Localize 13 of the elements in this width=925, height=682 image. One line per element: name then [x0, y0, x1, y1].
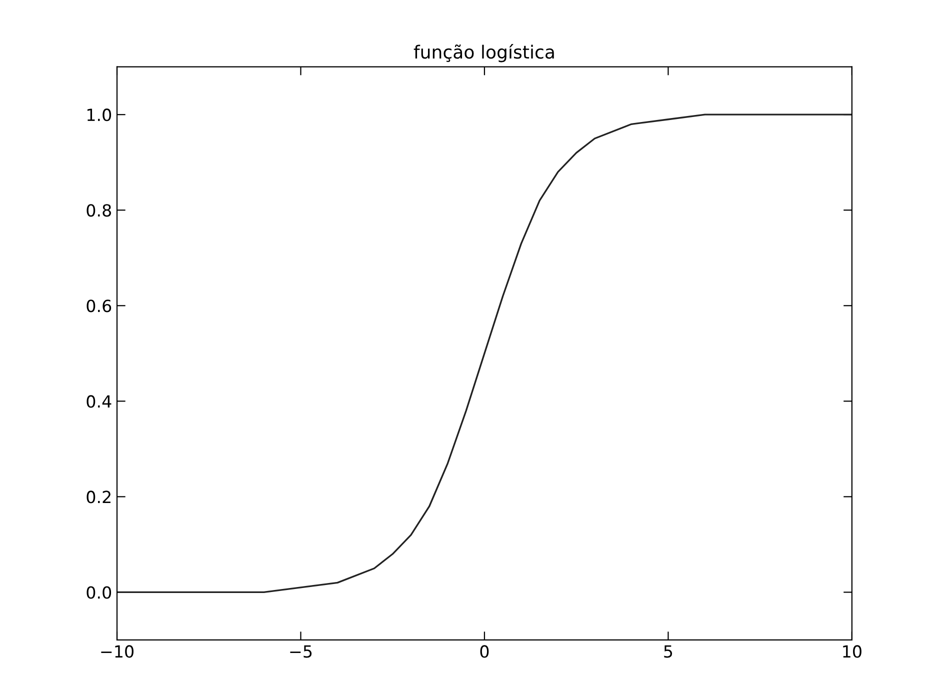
y-tick-label: 0.0 [86, 586, 112, 599]
y-tick-label: 0.4 [86, 395, 112, 408]
x-tick-label: 10 [843, 645, 862, 658]
x-tick-label: 5 [664, 645, 672, 658]
x-tick-label: −5 [290, 645, 312, 658]
x-tick-label: −10 [101, 645, 134, 658]
chart-title: função logística [414, 44, 554, 62]
y-tick-label: 0.6 [86, 300, 112, 312]
y-tick-label: 0.2 [86, 490, 110, 504]
y-tick-label: 1.0 [87, 108, 112, 122]
y-tick-label: 0.8 [86, 204, 112, 217]
x-tick-label: 0 [480, 645, 489, 658]
line-series [117, 114, 852, 594]
